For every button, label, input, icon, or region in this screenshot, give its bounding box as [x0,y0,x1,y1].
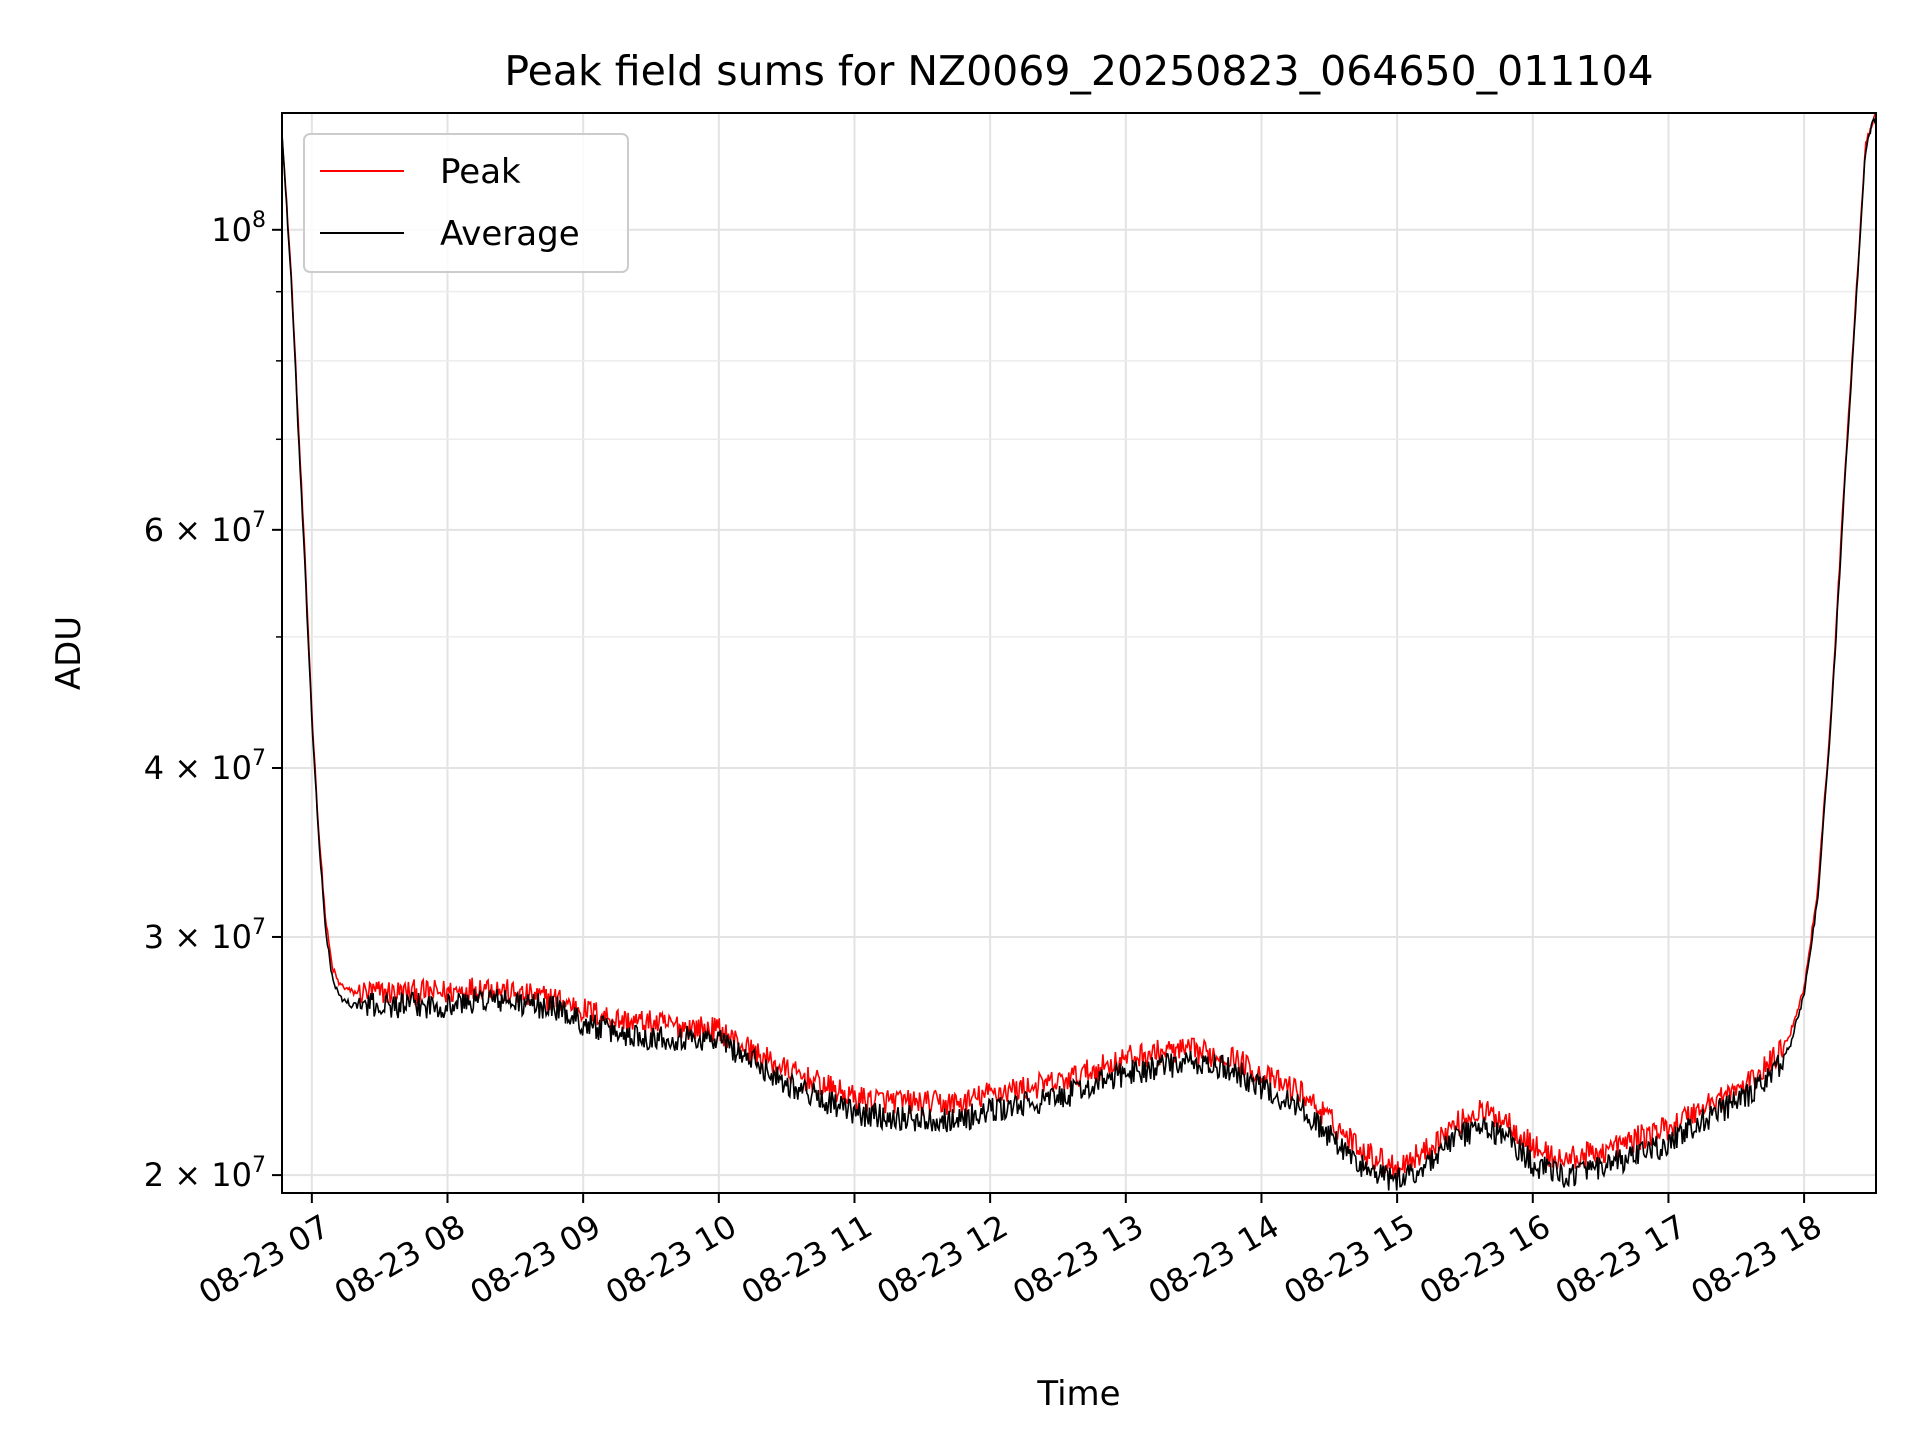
y-tick-label: 108 [211,208,266,249]
y-axis-label: ADU [49,616,89,690]
plot-frame [281,112,1877,1194]
series-layer [282,113,1876,1191]
legend-box [303,133,629,273]
y-tick-label: 4 × 107 [144,746,266,787]
series-line-peak [282,113,1876,1178]
legend: Peak Average [303,133,629,273]
chart-title: Peak field sums for NZ0069_20250823_0646… [504,47,1653,95]
legend-label: Average [440,214,580,254]
y-tick-label: 6 × 107 [144,508,266,549]
y-tick-label: 2 × 107 [144,1153,266,1194]
legend-label: Peak [440,152,521,192]
grid [282,113,1876,1193]
y-tick-label: 3 × 107 [144,915,266,956]
y-axis: 2 × 107 3 × 107 4 × 107 6 × 107 108 [144,208,282,1194]
series-line-average [282,116,1876,1191]
x-axis-label: Time [1036,1374,1120,1414]
